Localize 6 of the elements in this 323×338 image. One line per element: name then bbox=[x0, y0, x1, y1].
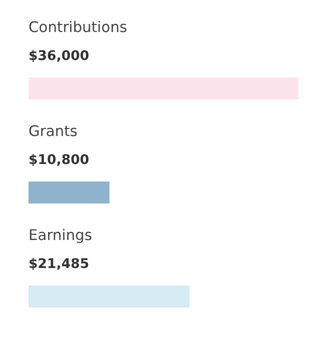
data-label: $10,800 bbox=[28, 153, 90, 168]
y-tick-label: Grants bbox=[28, 123, 78, 140]
data-label: $36,000 bbox=[28, 49, 90, 64]
data-label: $21,485 bbox=[28, 257, 90, 272]
y-tick-label: Earnings bbox=[28, 227, 92, 244]
y-tick-label: Contributions bbox=[28, 19, 128, 36]
